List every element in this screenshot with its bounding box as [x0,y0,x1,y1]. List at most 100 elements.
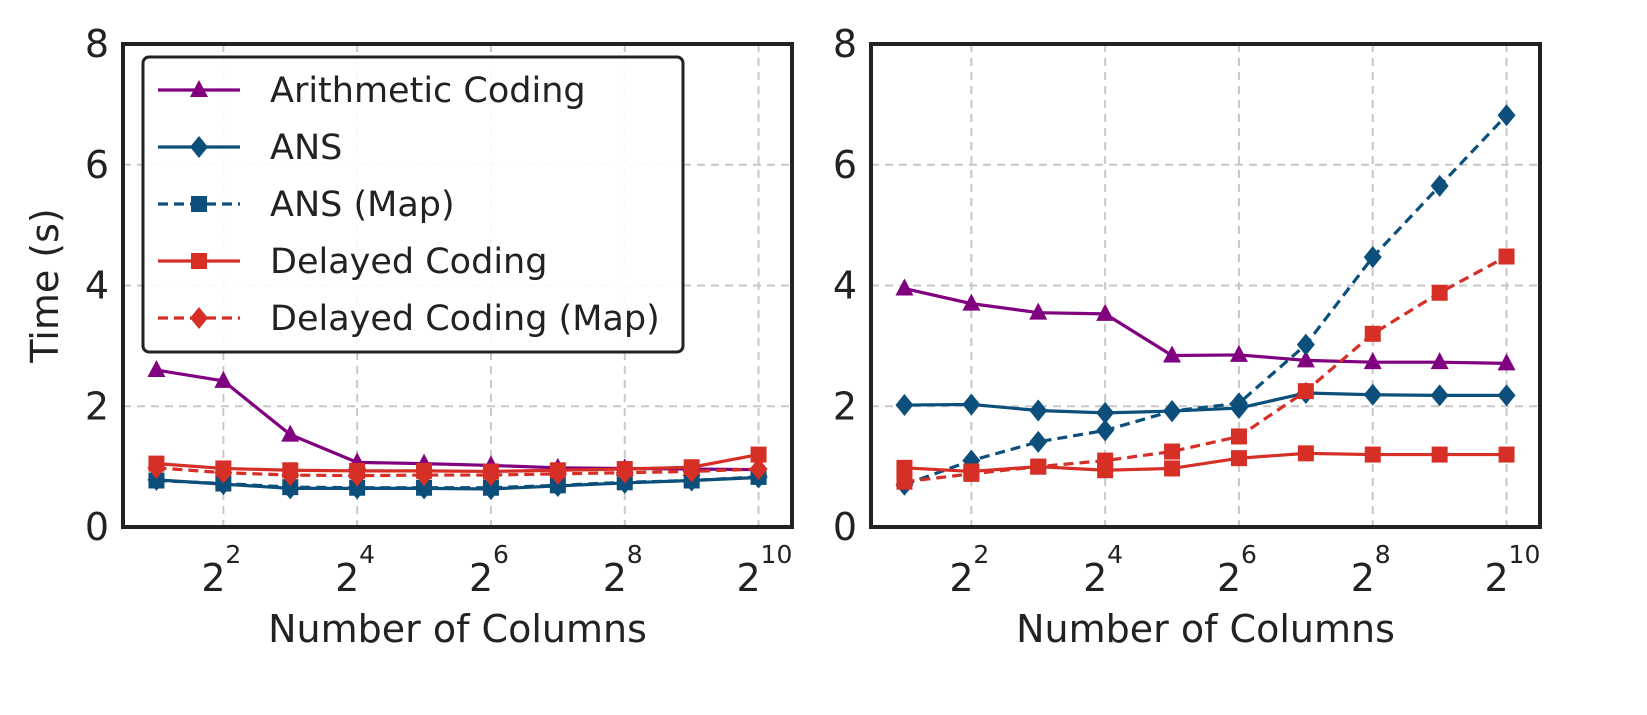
right-delayed_map-point [1297,383,1314,400]
right-x-tick-exponent: 10 [1509,540,1541,569]
left-delayed_map-point [415,464,434,487]
right-ans_map-point [1497,104,1516,127]
right-arith-point [1497,353,1516,371]
left-delayed_map-point [214,461,233,484]
right-delayed-point [1364,446,1381,463]
legend-delayed-marker [191,253,207,269]
right-y-tick-label: 0 [833,505,857,549]
left-arith-point [281,424,300,442]
right-x-tick-label: 2 [1083,556,1107,600]
right-ans_map-point [1363,246,1382,269]
right-ans-line [904,391,1507,415]
left-x-tick-label: 2 [335,556,359,600]
right-ans-point [1497,384,1516,407]
legend-ans_map-marker [191,196,207,212]
left-x-tick-exponent: 4 [359,540,375,569]
left-y-tick-label: 0 [85,505,109,549]
left-ans_map-point [148,472,165,489]
right-delayed_map-point [1164,443,1181,460]
legend-ans-marker [190,136,208,158]
left-y-tick-label: 8 [85,22,109,66]
legend: Arithmetic Coding ANS ANS (Map) Delayed Cod… [141,55,685,354]
right-delayed_map-point [1030,458,1047,475]
right-y-tick-label: 8 [833,22,857,66]
left-y-tick-label: 2 [85,384,109,428]
right-x-tick-exponent: 2 [973,540,989,569]
right-ans_map-point [1163,400,1182,423]
right-x-tick-label: 2 [1217,556,1241,600]
legend-arith-marker [190,80,208,97]
left-x-axis-label: Number of Columns [268,607,647,651]
left-delayed-line [156,452,759,474]
left-x-tick-label: 2 [737,556,761,600]
right-arith-point [1229,344,1248,362]
right-ans-point [1430,384,1449,407]
right-delayed_map-line [904,255,1508,484]
right-x-tick-exponent: 6 [1241,540,1257,569]
legend-delayed_map-label: Delayed Coding (Map) [270,299,660,339]
right-y-tick-label: 6 [833,143,857,187]
right-ans_map-point [1430,174,1449,197]
right-arith-point [1029,302,1048,320]
right-x-axis-label: Number of Columns [1016,607,1395,651]
left-y-axis-label: Time (s) [23,208,67,364]
left-delayed_map-point [615,461,634,484]
left-ans_map-point [282,479,299,496]
right-delayed_map-point [1364,325,1381,342]
left-delayed_map-point [481,464,500,487]
left-x-tick-exponent: 10 [761,540,793,569]
right-y-tick-label: 2 [833,384,857,428]
right-arith-point [1163,345,1182,363]
left-x-tick-exponent: 2 [225,540,241,569]
right-delayed_map-point [1097,452,1114,469]
left-ans_map-point [349,479,366,496]
legend-ans_map-label: ANS (Map) [270,185,455,225]
right-arith-point [962,293,981,311]
left-arith-point [214,370,233,388]
right-delayed_map-point [1498,248,1515,265]
right-arith-point [1430,352,1449,370]
right-plot-frame [869,42,1542,529]
right-ans_map-line [903,114,1508,487]
right-delayed_map-point [1230,428,1247,445]
left-y-tick-label: 6 [85,143,109,187]
right-ans-point [1363,383,1382,406]
right-delayed_map-point [1431,284,1448,301]
right-arith-point [1296,350,1315,368]
right-x-tick-label: 2 [1485,556,1509,600]
right-delayed_map-point [896,473,913,490]
right-delayed-point [1431,446,1448,463]
right-x-tick-exponent: 8 [1375,540,1391,569]
right-delayed-point [1498,446,1515,463]
left-x-tick-exponent: 6 [493,540,509,569]
left-delayed_map-line [156,466,759,478]
right-arith-point [1096,303,1115,321]
legend-box [141,55,685,354]
legend-delayed_map-marker [190,307,208,329]
right-ans_map-point [1096,419,1115,442]
left-delayed-point [750,446,767,463]
left-x-tick-exponent: 8 [627,540,643,569]
left-ans_map-line [156,475,759,490]
left-x-tick-label: 2 [603,556,627,600]
legend-delayed-label: Delayed Coding [270,242,547,282]
left-arith-point [147,360,166,378]
right-x-tick-label: 2 [949,556,973,600]
left-delayed_map-point [147,456,166,479]
left-delayed_map-point [682,460,701,483]
right-ans-point [895,394,914,417]
right-ans_map-point [1029,430,1048,453]
left-ans_map-point [482,479,499,496]
right-delayed-point [1297,445,1314,462]
right-x-tick-exponent: 4 [1107,540,1123,569]
left-x-tick-label: 2 [469,556,493,600]
right-arith-line [904,286,1507,365]
right-arith-point [895,278,914,296]
legend-ans-label: ANS [270,128,342,168]
right-x-tick-label: 2 [1351,556,1375,600]
right-ans-point [962,393,981,416]
right-delayed-point [896,459,913,476]
left-delayed_map-point [548,462,567,485]
